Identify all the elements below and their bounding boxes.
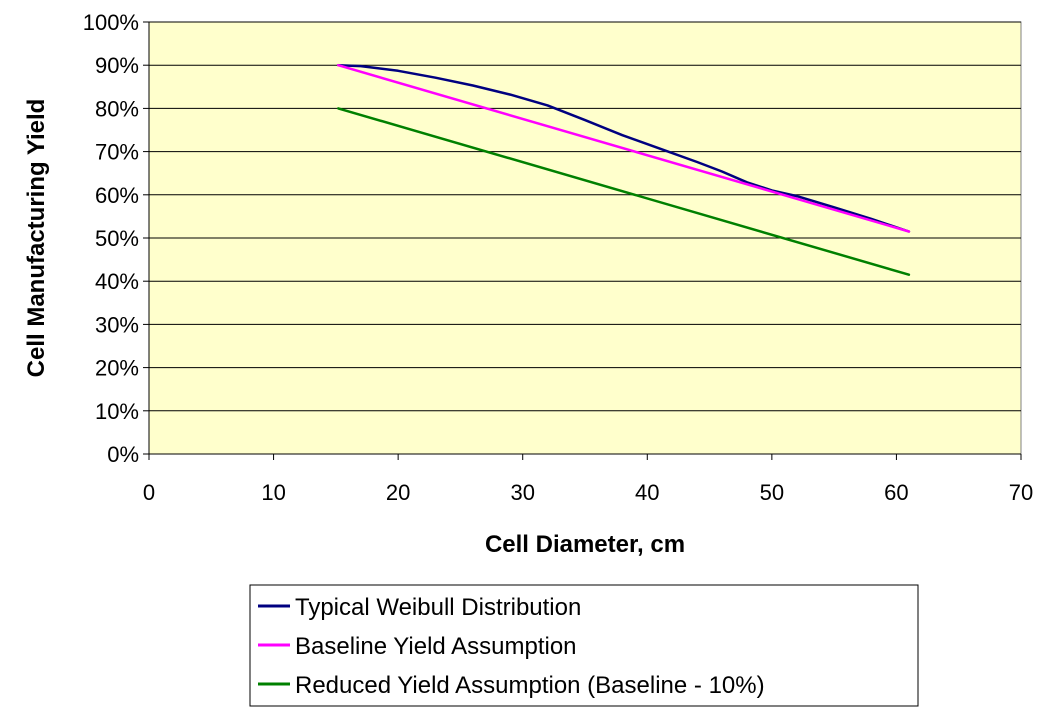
legend-entries: Typical Weibull Distribution Baseline Yie… xyxy=(258,594,765,699)
y-tick-label: 70% xyxy=(95,140,139,165)
y-tick-labels: 0% 10% 20% 30% 40% 50% 60% 70% 80% 90% 100% xyxy=(83,10,149,467)
x-tick-labels: 0 10 20 30 40 50 60 70 xyxy=(143,454,1033,505)
y-tick-label: 60% xyxy=(95,183,139,208)
legend: Typical Weibull Distribution Baseline Yie… xyxy=(249,584,919,707)
y-tick-label: 20% xyxy=(95,356,139,381)
x-tick-label: 60 xyxy=(884,480,908,505)
y-tick-label: 50% xyxy=(95,226,139,251)
legend-label: Typical Weibull Distribution xyxy=(295,594,581,621)
series-line-2 xyxy=(337,63,911,233)
series-line-3 xyxy=(337,107,911,276)
legend-box xyxy=(249,584,919,707)
x-tick-label: 20 xyxy=(386,480,410,505)
x-tick-label: 10 xyxy=(261,480,285,505)
y-tick-label: 80% xyxy=(95,96,139,121)
y-tick-label: 10% xyxy=(95,399,139,424)
y-tick-label: 90% xyxy=(95,53,139,78)
y-axis-title: Cell Manufacturing Yield xyxy=(23,99,50,378)
x-tick-label: 40 xyxy=(635,480,659,505)
x-tick-label: 0 xyxy=(143,480,155,505)
x-tick-label: 70 xyxy=(1009,480,1033,505)
gridlines xyxy=(149,21,1021,412)
y-tick-label: 0% xyxy=(107,442,139,467)
legend-label: Baseline Yield Assumption xyxy=(295,633,577,660)
x-tick-label: 50 xyxy=(760,480,784,505)
x-axis-title: Cell Diameter, cm xyxy=(485,531,685,558)
series-lines xyxy=(337,63,911,276)
series-line-1 xyxy=(337,63,911,233)
y-tick-label: 30% xyxy=(95,312,139,337)
y-tick-label: 40% xyxy=(95,269,139,294)
x-tick-label: 30 xyxy=(510,480,534,505)
y-tick-label: 100% xyxy=(83,10,139,35)
legend-label: Reduced Yield Assumption (Baseline - 10%… xyxy=(295,672,765,699)
